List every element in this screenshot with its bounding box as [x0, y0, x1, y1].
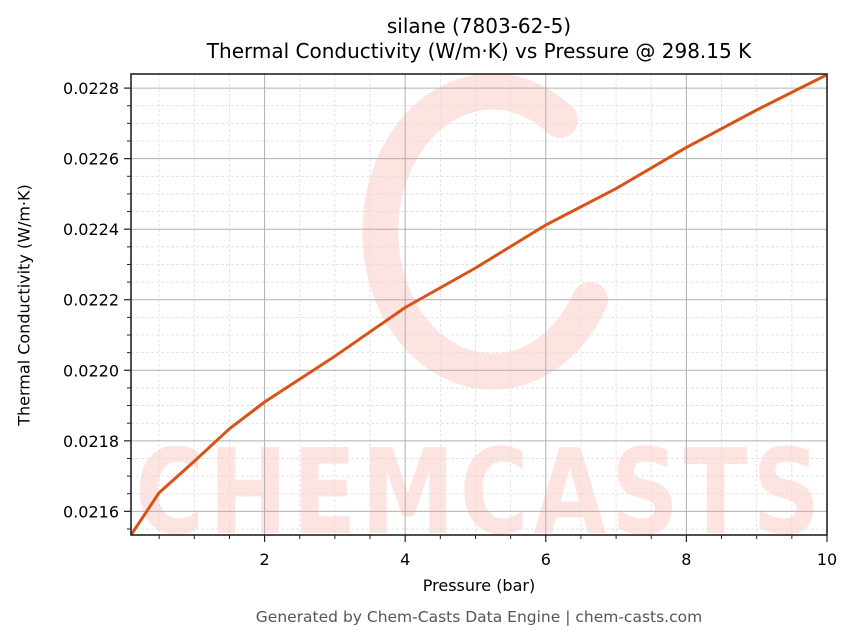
y-tick-label: 0.0218: [63, 432, 119, 451]
y-tick-label: 0.0228: [63, 79, 119, 98]
footer-credit: Generated by Chem-Casts Data Engine | ch…: [255, 608, 703, 626]
y-axis: 0.0216 0.0218 0.0220 0.0222 0.0224 0.0226 0.02…: [63, 79, 131, 530]
x-tick-label: 2: [259, 550, 269, 569]
plot-frame: [130, 73, 828, 536]
major-grid: [131, 74, 828, 535]
y-tick-label: 0.0226: [63, 150, 119, 169]
x-tick-label: 6: [541, 550, 551, 569]
y-axis-label: Thermal Conductivity (W/m·K): [14, 184, 34, 426]
x-tick-label: 10: [817, 550, 837, 569]
x-tick-label: 4: [400, 550, 410, 569]
y-tick-label: 0.0222: [63, 291, 119, 310]
x-tick-label: 8: [681, 550, 691, 569]
chart-title-property: Thermal Conductivity (W/m·K) vs Pressure…: [206, 39, 752, 63]
y-tick-label: 0.0216: [63, 502, 119, 521]
minor-grid: [131, 74, 827, 535]
y-tick-label: 0.0220: [63, 361, 119, 380]
watermark-text: CHEMCASTS: [135, 423, 825, 561]
y-tick-label: 0.0224: [63, 220, 119, 239]
data-series-line: [131, 74, 827, 535]
watermark-logo-icon: [362, 74, 608, 390]
x-axis: 2 4 6 8 10: [158, 535, 837, 569]
chart-title-compound: silane (7803-62-5): [386, 14, 572, 38]
watermark: CHEMCASTS: [135, 74, 825, 561]
x-axis-label: Pressure (bar): [422, 576, 536, 595]
